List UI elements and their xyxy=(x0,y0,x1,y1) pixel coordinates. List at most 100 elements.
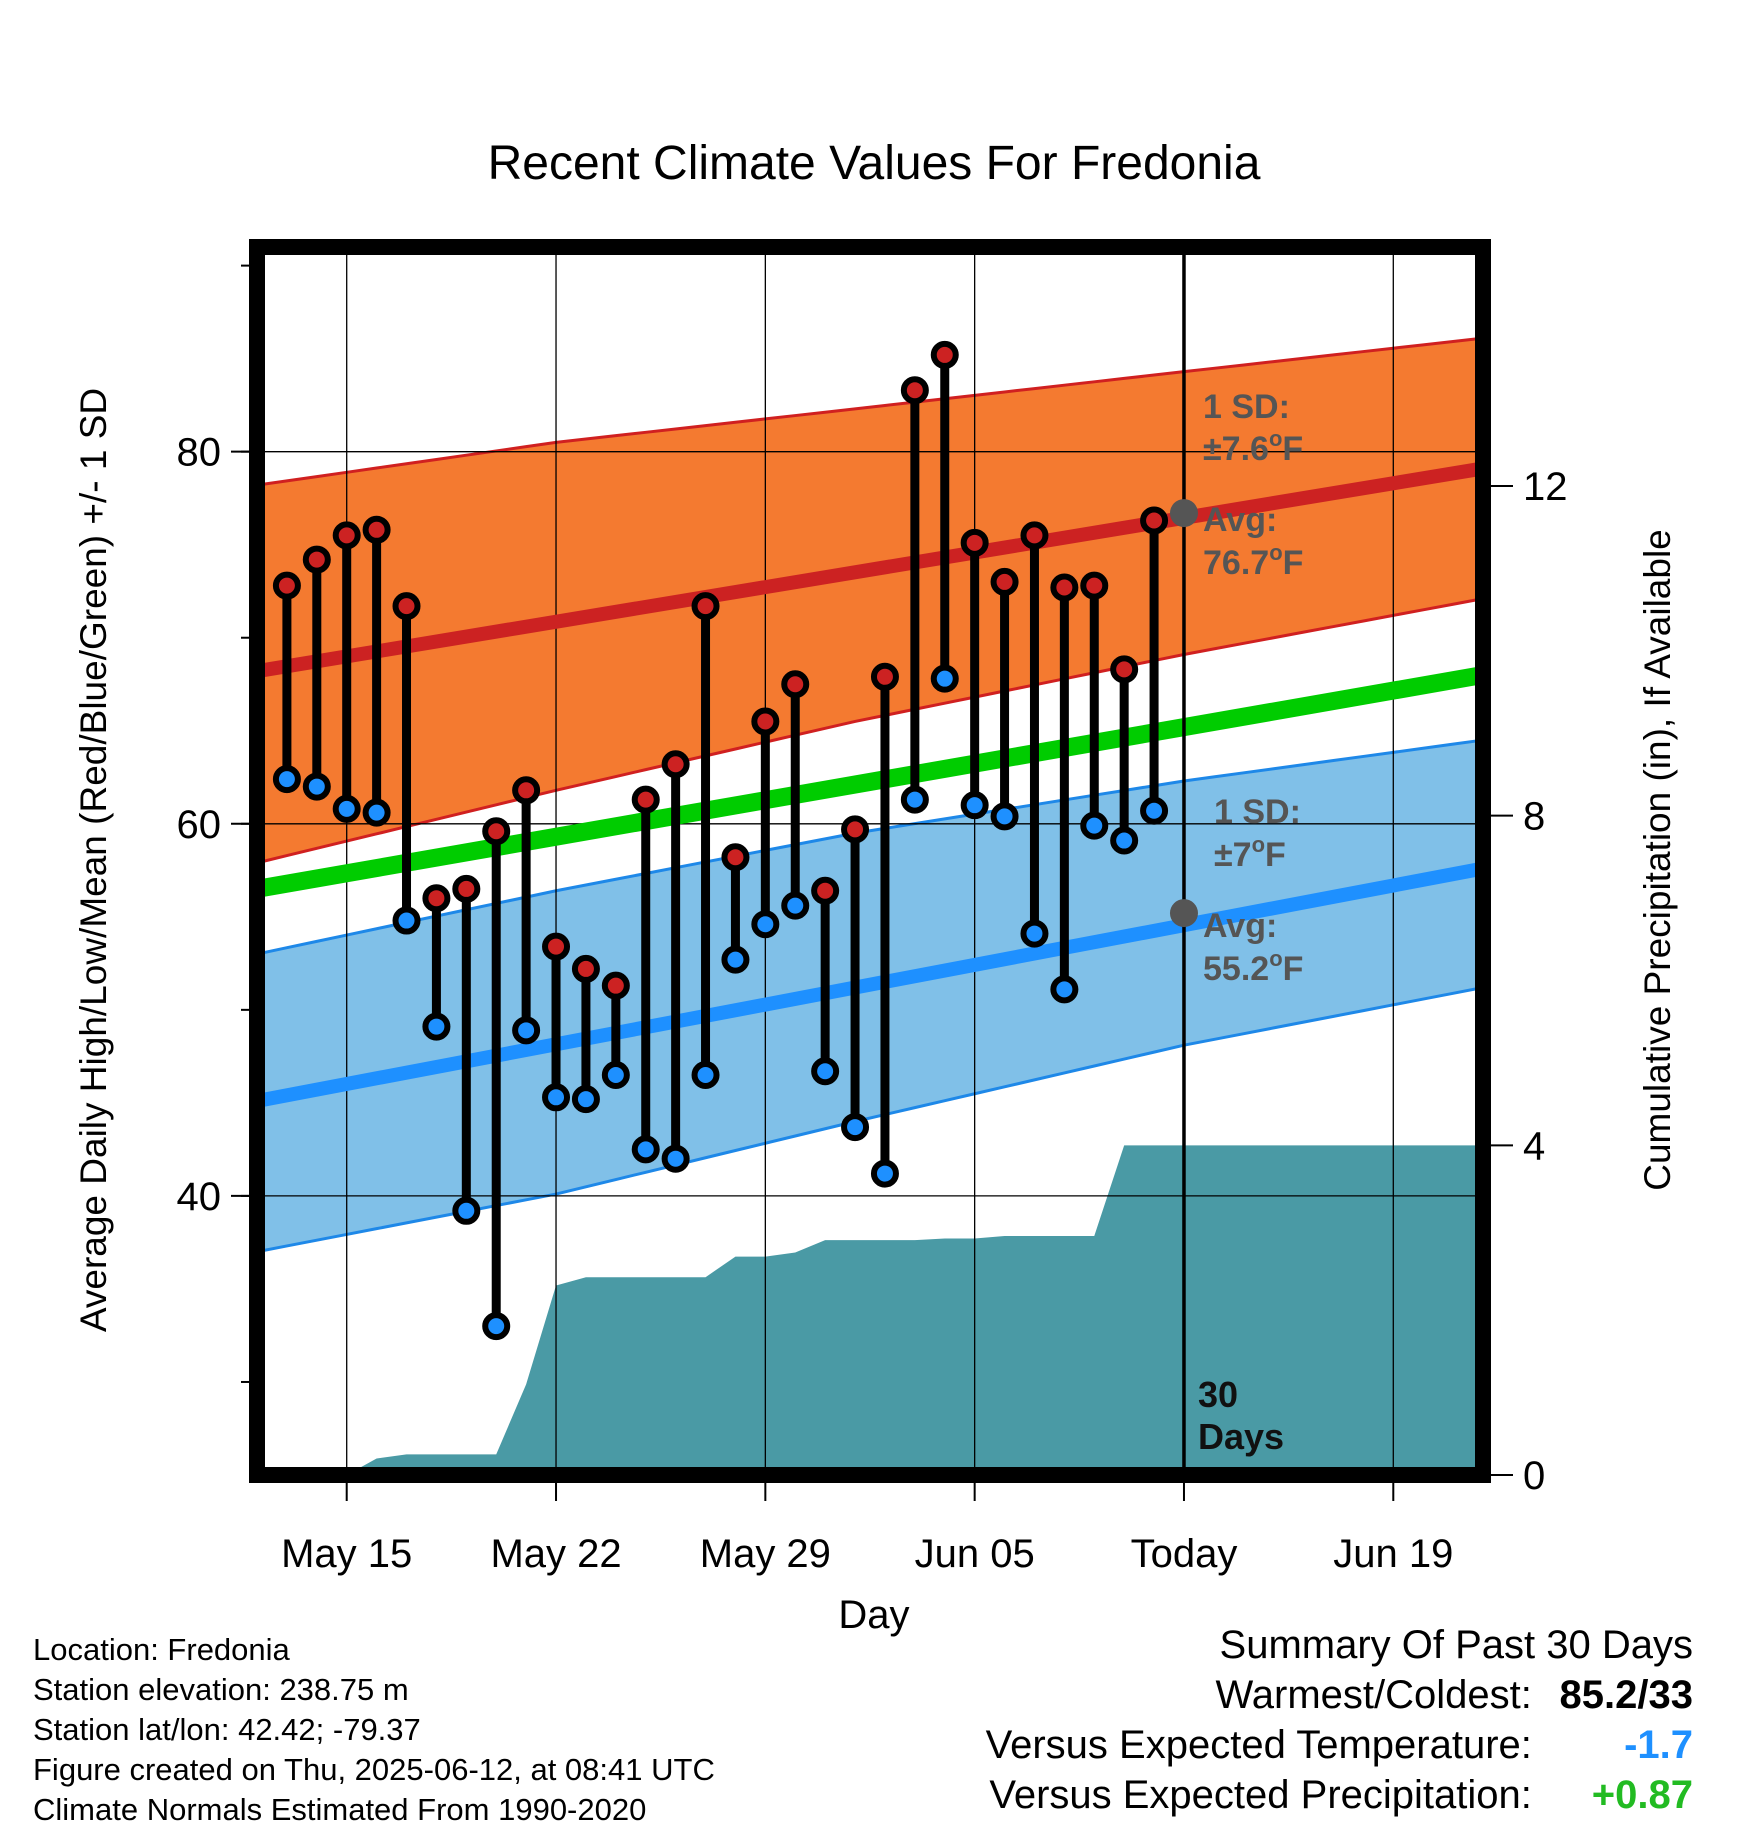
elevation-text: Station elevation: 238.75 m xyxy=(33,1672,409,1707)
sd-band-upper-edge xyxy=(256,336,1484,487)
summary-warm-cold: Warmest/Coldest: 85.2/33 xyxy=(986,1670,1694,1720)
daily-high-point xyxy=(1080,571,1109,600)
daily-high-point xyxy=(512,776,541,805)
daily-low-point xyxy=(930,664,959,693)
x-tick-label: May 22 xyxy=(490,1532,621,1576)
low-avg-value: 55.2oF xyxy=(1203,946,1303,988)
daily-high-point xyxy=(631,785,660,814)
daily-low-point xyxy=(392,906,421,935)
summary-title: Summary Of Past 30 Days xyxy=(1219,1623,1693,1667)
daily-low-point xyxy=(452,1196,481,1225)
daily-low-point xyxy=(362,798,391,827)
low-sd-value: ±7oF xyxy=(1214,832,1286,874)
avg-high-line xyxy=(255,461,1485,679)
x-tick-label: May 15 xyxy=(281,1532,412,1576)
plot-frame xyxy=(249,239,1491,1483)
daily-low-point xyxy=(631,1135,660,1164)
temp-label: Versus Expected Temperature: xyxy=(985,1723,1532,1767)
high-avg-value: 76.7oF xyxy=(1203,540,1303,582)
y2-tick-label: 4 xyxy=(1523,1124,1545,1168)
daily-high-point xyxy=(1140,506,1169,535)
daily-high-point xyxy=(811,876,840,905)
summary-precip: Versus Expected Precipitation: +0.87 xyxy=(986,1770,1693,1820)
x-axis-label: Day xyxy=(838,1593,909,1637)
high-sd-value: ±7.6oF xyxy=(1203,426,1303,468)
daily-high-point xyxy=(1050,573,1079,602)
sd-band-high xyxy=(257,338,1483,863)
daily-high-point xyxy=(452,874,481,903)
daily-high-point xyxy=(1110,655,1139,684)
daily-high-point xyxy=(362,515,391,544)
daily-high-point xyxy=(960,528,989,557)
y2-axis-label: Cumulative Precipitation (in), If Availa… xyxy=(1637,529,1678,1191)
y2-tick-label: 0 xyxy=(1523,1454,1545,1498)
daily-low-point xyxy=(1080,811,1109,840)
daily-low-point xyxy=(272,765,301,794)
sd-band-low xyxy=(257,740,1483,1252)
y2-tick-label: 12 xyxy=(1523,465,1568,509)
y-tick-label: 60 xyxy=(177,803,222,847)
sd-band-upper-edge xyxy=(256,738,1484,956)
x-tick-label: Jun 19 xyxy=(1333,1532,1453,1576)
daily-high-point xyxy=(870,662,899,691)
y-axis-label: Average Daily High/Low/Mean (Red/Blue/Gr… xyxy=(73,388,114,1332)
today-window-label: 30 Days xyxy=(1198,1374,1284,1457)
precipitation-area xyxy=(257,1145,1483,1475)
daily-low-point xyxy=(1050,975,1079,1004)
daily-high-point xyxy=(661,750,690,779)
daily-high-point xyxy=(781,670,810,699)
sd-band-lower-edge xyxy=(256,597,1484,865)
chart-title: Recent Climate Values For Fredonia xyxy=(488,137,1261,190)
daily-low-point xyxy=(960,791,989,820)
daily-high-point xyxy=(482,817,511,846)
daily-high-point xyxy=(302,545,331,574)
daily-low-point xyxy=(482,1312,511,1341)
today-low-avg-marker xyxy=(1169,899,1198,928)
created-text: Figure created on Thu, 2025-06-12, at 08… xyxy=(33,1752,715,1787)
daily-high-point xyxy=(422,884,451,913)
daily-low-point xyxy=(900,785,929,814)
precip-value: +0.87 xyxy=(1591,1773,1693,1817)
daily-low-point xyxy=(721,945,750,974)
y-tick-label: 40 xyxy=(177,1175,222,1219)
x-tick-label: Today xyxy=(1131,1532,1238,1576)
daily-low-point xyxy=(661,1144,690,1173)
daily-high-point xyxy=(332,521,361,550)
daily-low-point xyxy=(990,802,1019,831)
x-tick-label: Jun 05 xyxy=(915,1532,1035,1576)
daily-low-point xyxy=(332,794,361,823)
daily-low-point xyxy=(781,891,810,920)
daily-low-point xyxy=(542,1083,571,1112)
daily-high-point xyxy=(571,954,600,983)
summary-panel: Summary Of Past 30 Days Warmest/Coldest:… xyxy=(986,1620,1693,1820)
y2-tick-label: 8 xyxy=(1523,795,1545,839)
daily-low-point xyxy=(691,1060,720,1089)
daily-high-point xyxy=(272,571,301,600)
low-sd-label: 1 SD: xyxy=(1214,793,1301,831)
temp-value: -1.7 xyxy=(1624,1723,1693,1767)
daily-high-point xyxy=(930,340,959,369)
daily-low-point xyxy=(841,1113,870,1142)
daily-high-point xyxy=(691,592,720,621)
warm-cold-label: Warmest/Coldest: xyxy=(1215,1673,1532,1717)
daily-low-point xyxy=(512,1016,541,1045)
daily-low-point xyxy=(811,1057,840,1086)
daily-low-point xyxy=(870,1159,899,1188)
station-info: Location: Fredonia Station elevation: 23… xyxy=(33,1630,715,1830)
normals-text: Climate Normals Estimated From 1990-2020 xyxy=(33,1792,647,1827)
latlon-text: Station lat/lon: 42.42; -79.37 xyxy=(33,1712,421,1747)
daily-low-point xyxy=(1140,796,1169,825)
daily-low-point xyxy=(1020,919,1049,948)
low-avg-label: Avg: xyxy=(1203,907,1277,945)
x-tick-label: May 29 xyxy=(700,1532,831,1576)
daily-high-point xyxy=(601,971,630,1000)
high-avg-label: Avg: xyxy=(1203,501,1277,539)
daily-low-point xyxy=(751,910,780,939)
summary-temp: Versus Expected Temperature: -1.7 xyxy=(986,1720,1693,1770)
y-tick-label: 80 xyxy=(177,431,222,475)
avg-low-line xyxy=(255,861,1485,1108)
daily-high-point xyxy=(542,932,571,961)
daily-high-point xyxy=(721,843,750,872)
